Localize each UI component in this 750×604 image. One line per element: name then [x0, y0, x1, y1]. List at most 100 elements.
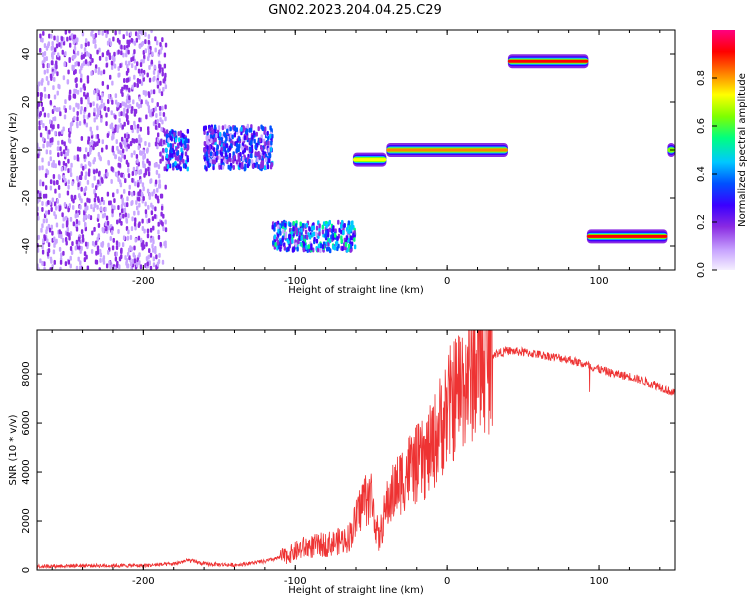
spectral-cell: [61, 49, 64, 55]
spectral-cell: [139, 30, 142, 35]
spectral-cell: [133, 150, 136, 156]
spectral-cell: [68, 203, 71, 209]
spectral-cell: [72, 39, 76, 45]
spectral-cell: [67, 259, 71, 265]
spectral-cell: [257, 126, 260, 132]
spectral-cell: [37, 102, 40, 108]
spectral-cell: [325, 223, 328, 229]
spectral-cell: [91, 230, 94, 236]
spectral-cell: [182, 158, 185, 164]
spectral-cell: [127, 173, 131, 179]
spectral-cell: [136, 82, 139, 88]
spectral-cell: [349, 226, 353, 232]
spectral-cell: [121, 242, 125, 248]
spectral-cell: [78, 146, 82, 152]
spectral-cell: [105, 144, 108, 150]
spectral-cell: [305, 234, 309, 240]
spectral-cell: [38, 165, 41, 171]
spectral-cell: [160, 205, 164, 211]
spectral-cell: [88, 198, 91, 204]
spectral-cell: [44, 193, 48, 199]
spectral-cell: [120, 44, 123, 50]
spectral-cell: [110, 110, 113, 116]
spectral-cell: [45, 218, 48, 224]
top-y-tick-label: -20: [21, 190, 32, 206]
spectral-cell: [130, 152, 134, 158]
spectral-cell: [130, 37, 133, 43]
spectral-cell: [84, 206, 87, 212]
spectral-cell: [137, 210, 140, 216]
spectral-cell: [118, 30, 121, 35]
spectral-cell: [107, 49, 110, 55]
spectral-cell: [119, 150, 122, 156]
spectral-cell: [106, 84, 110, 90]
spectral-cell: [220, 151, 224, 157]
spectral-cell: [76, 156, 80, 162]
spectral-cell: [116, 188, 119, 194]
spectral-cell: [117, 205, 120, 211]
spectral-cell: [90, 31, 93, 37]
spectral-cell: [59, 266, 62, 270]
spectral-cell: [146, 188, 150, 194]
spectral-cell: [37, 153, 40, 159]
spectral-cell: [76, 146, 80, 152]
spectral-cell: [123, 121, 126, 127]
spectral-cell: [155, 40, 159, 46]
spectral-cell: [48, 227, 52, 233]
spectral-cell: [49, 119, 52, 125]
spectral-cell: [64, 237, 68, 243]
spectral-cell: [122, 34, 125, 40]
spectral-cell: [134, 237, 137, 243]
spectral-cell: [39, 179, 42, 185]
spectral-cell: [102, 228, 105, 234]
spectral-cell: [83, 251, 87, 257]
spectral-cell: [64, 107, 67, 113]
spectral-cell: [325, 230, 328, 236]
spectral-cell: [131, 106, 134, 112]
spectral-cell: [42, 123, 45, 129]
spectral-cell: [150, 30, 153, 34]
spectral-cell: [147, 108, 151, 114]
spectral-cell: [308, 226, 311, 232]
spectral-cell: [125, 159, 129, 165]
spectral-cell: [315, 238, 319, 244]
spectral-cell: [62, 160, 66, 166]
spectral-cell: [130, 124, 133, 130]
spectral-cell: [133, 74, 136, 80]
spectral-cell: [118, 256, 122, 262]
spectral-cell: [136, 102, 139, 108]
spectral-cell: [264, 141, 267, 147]
spectral-cell: [136, 61, 139, 67]
spectral-cell: [255, 131, 258, 137]
colorbar-tick-label: 0.6: [696, 118, 707, 134]
spectral-cell: [310, 243, 313, 249]
spectral-cell: [239, 151, 242, 157]
spectral-cell: [113, 51, 116, 57]
spectral-cell: [127, 229, 130, 235]
spectral-cell: [109, 124, 112, 130]
spectral-cell: [38, 125, 41, 131]
spectral-cell: [319, 242, 323, 248]
spectral-cell: [150, 89, 153, 95]
spectral-cell: [164, 147, 168, 153]
spectral-cell: [205, 151, 208, 157]
spectral-cell: [237, 147, 240, 153]
spectral-cell: [125, 52, 128, 58]
spectral-cell: [210, 126, 213, 132]
spectral-cell: [351, 220, 354, 226]
spectral-cell: [115, 139, 118, 145]
spectral-cell: [138, 260, 141, 266]
spectral-cell: [155, 162, 158, 168]
spectral-cell: [122, 111, 126, 117]
spectral-cell: [128, 184, 131, 190]
spectral-cell: [326, 232, 330, 238]
spectral-cell: [111, 245, 115, 251]
spectral-cell: [214, 136, 217, 142]
spectral-cell: [347, 220, 351, 226]
spectral-cell: [144, 209, 148, 215]
spectral-cell: [217, 129, 220, 135]
spectral-cell: [129, 245, 132, 251]
spectral-cell: [207, 149, 211, 155]
spectral-cell: [68, 105, 72, 111]
spectral-cell: [118, 111, 121, 117]
